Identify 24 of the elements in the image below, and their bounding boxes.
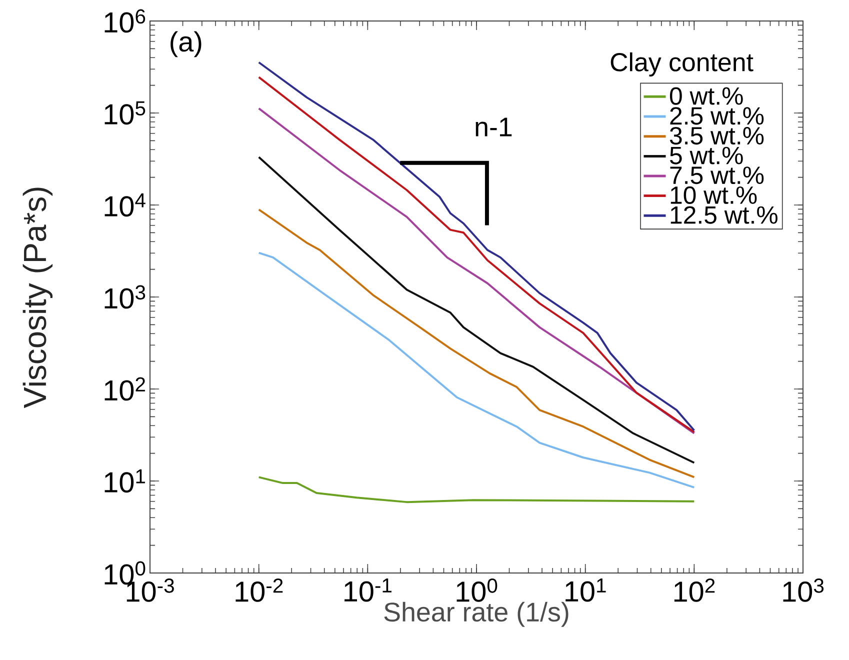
y-tick-label: 10$^{1}$ xyxy=(104,469,145,493)
x-tick-label: 10$^{2}$ xyxy=(674,578,715,602)
annotation: (a) xyxy=(170,31,202,58)
x-tick-label: 10$^{-2}$ xyxy=(236,578,283,602)
annotation: n-1 xyxy=(476,118,512,136)
y-axis-title: Viscosity (Pa*s) xyxy=(22,188,53,408)
legend-label: 2.5 wt.% xyxy=(670,107,764,125)
legend-label: 12.5 wt.% xyxy=(670,206,778,224)
y-tick-label: 10$^{2}$ xyxy=(104,377,145,401)
y-tick-label: 10$^{5}$ xyxy=(104,101,146,125)
x-tick-label: 10$^{-1}$ xyxy=(344,578,392,602)
x-tick-label: 10$^{1}$ xyxy=(566,578,606,602)
x-tick-label: 10$^{0}$ xyxy=(456,578,498,602)
legend-label: 5 wt.% xyxy=(670,146,743,164)
y-tick-label: 10$^{6}$ xyxy=(104,9,146,33)
legend-title: Clay content xyxy=(610,52,754,77)
legend-label: 3.5 wt.% xyxy=(670,126,764,145)
legend-label: 7.5 wt.% xyxy=(670,166,764,184)
x-axis-title: Shear rate (1/s) xyxy=(384,602,568,627)
y-tick-label: 10$^{3}$ xyxy=(104,285,146,309)
x-tick-label: 10$^{3}$ xyxy=(783,578,824,602)
y-tick-label: 10$^{4}$ xyxy=(104,193,146,217)
legend-label: 0 wt.% xyxy=(670,87,743,105)
legend-label: 10 wt.% xyxy=(670,186,757,204)
